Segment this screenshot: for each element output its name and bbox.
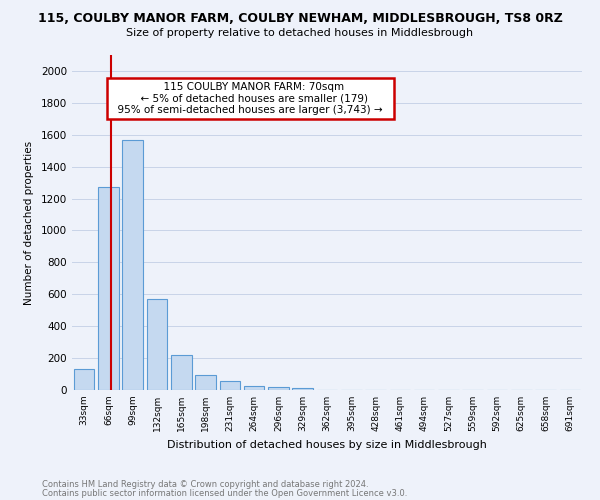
Text: 115, COULBY MANOR FARM, COULBY NEWHAM, MIDDLESBROUGH, TS8 0RZ: 115, COULBY MANOR FARM, COULBY NEWHAM, M… xyxy=(38,12,562,26)
Bar xyxy=(171,355,191,390)
Bar xyxy=(74,370,94,390)
Bar xyxy=(146,299,167,390)
X-axis label: Distribution of detached houses by size in Middlesbrough: Distribution of detached houses by size … xyxy=(167,440,487,450)
Bar xyxy=(244,386,265,390)
Y-axis label: Number of detached properties: Number of detached properties xyxy=(24,140,34,304)
Bar xyxy=(98,188,119,390)
Bar xyxy=(122,140,143,390)
Bar xyxy=(220,381,240,390)
Bar xyxy=(292,388,313,390)
Text: Contains HM Land Registry data © Crown copyright and database right 2024.: Contains HM Land Registry data © Crown c… xyxy=(42,480,368,489)
Bar xyxy=(195,375,216,390)
Bar xyxy=(268,387,289,390)
Text: Size of property relative to detached houses in Middlesbrough: Size of property relative to detached ho… xyxy=(127,28,473,38)
Text: Contains public sector information licensed under the Open Government Licence v3: Contains public sector information licen… xyxy=(42,488,407,498)
Text: 115 COULBY MANOR FARM: 70sqm
  ← 5% of detached houses are smaller (179)
  95% o: 115 COULBY MANOR FARM: 70sqm ← 5% of det… xyxy=(112,82,389,115)
